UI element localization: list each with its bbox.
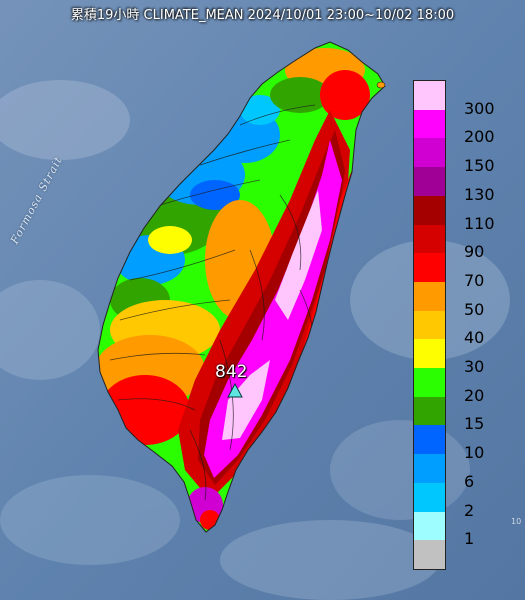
legend-swatch — [414, 224, 445, 254]
legend-swatch — [414, 195, 445, 225]
legend-label: 90 — [464, 242, 485, 262]
legend-swatch — [414, 511, 445, 541]
islet — [376, 81, 386, 89]
legend-swatch — [414, 138, 445, 168]
legend-label: 2 — [464, 500, 475, 520]
legend-swatch — [414, 396, 445, 426]
corner-text: 10 — [511, 517, 522, 526]
legend-label: 10 — [464, 443, 485, 463]
color-legend: 300 200 150 130 110 90 70 50 40 30 20 15 10 6 2 1 — [413, 80, 516, 570]
legend-swatch — [414, 81, 445, 110]
legend-label: 50 — [464, 299, 485, 319]
legend-swatch — [414, 425, 445, 455]
legend-label: 15 — [464, 414, 485, 434]
map-title: 累積19小時 CLIMATE_MEAN 2024/10/01 23:00~10/… — [70, 8, 455, 23]
legend-swatch — [414, 540, 445, 569]
triangle-marker-icon — [227, 382, 243, 398]
legend-swatch — [414, 310, 445, 340]
legend-label: 300 — [464, 98, 495, 118]
legend-swatch — [414, 368, 445, 397]
legend-swatch — [414, 482, 445, 512]
legend-swatch — [414, 281, 445, 311]
legend-swatch — [414, 339, 445, 369]
legend-swatch — [414, 454, 445, 483]
legend-swatch — [414, 253, 445, 282]
legend-swatch — [414, 167, 445, 196]
legend-label: 70 — [464, 270, 485, 290]
legend-label: 20 — [464, 385, 485, 405]
legend-label: 1 — [464, 529, 475, 549]
legend-swatches — [413, 80, 446, 570]
legend-label: 200 — [464, 127, 495, 147]
legend-swatch — [414, 109, 445, 139]
legend-label: 150 — [464, 156, 495, 176]
legend-label: 130 — [464, 184, 495, 204]
max-rainfall-label: 842 — [215, 362, 248, 382]
legend-label: 40 — [464, 328, 485, 348]
legend-label: 110 — [464, 213, 495, 233]
legend-label: 6 — [464, 471, 475, 491]
legend-label: 30 — [464, 357, 485, 377]
